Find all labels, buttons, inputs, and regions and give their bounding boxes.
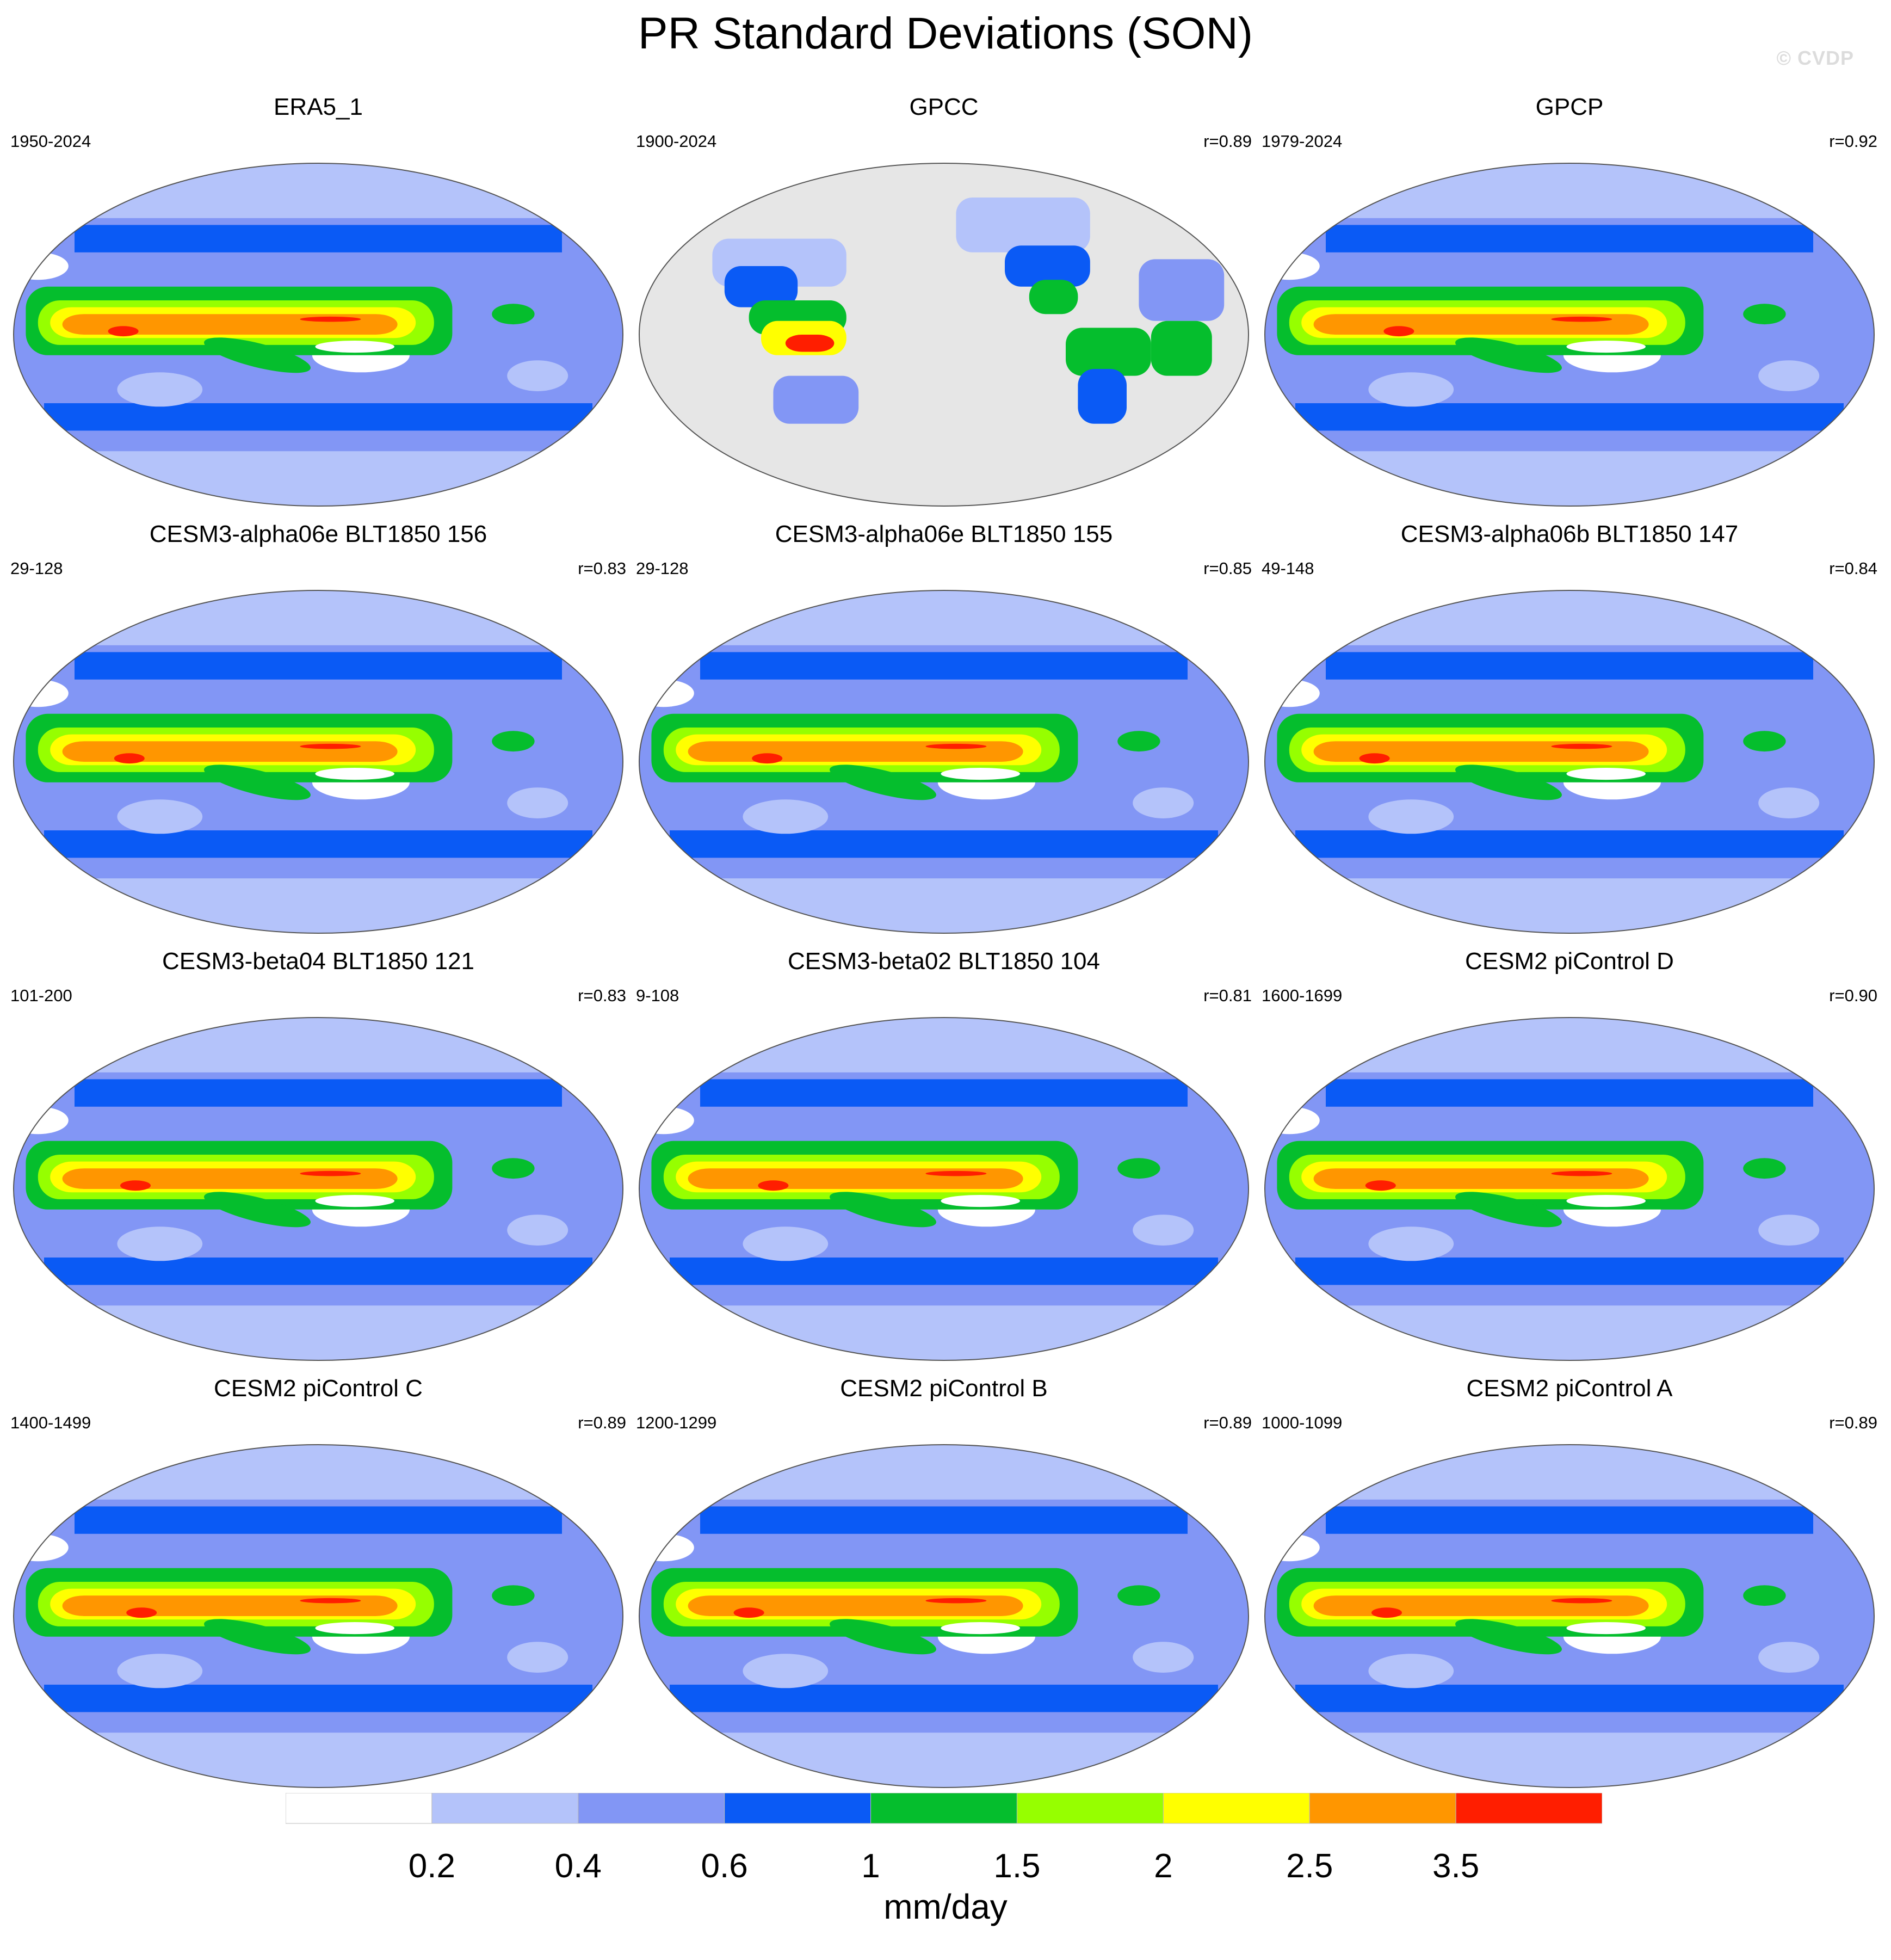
colorbar-swatch: [578, 1793, 725, 1824]
panel-title: CESM3-beta02 BLT1850 104: [788, 948, 1100, 975]
colorbar-tick-label: 1.5: [993, 1847, 1041, 1885]
map-panel: GPCC 1900-2024 r=0.89: [634, 93, 1254, 517]
panel-period: 29-128: [636, 559, 689, 578]
colorbar-swatch: [431, 1793, 579, 1824]
colorbar-swatch: [1163, 1793, 1310, 1824]
map-panel: ERA5_1 1950-2024: [8, 93, 628, 517]
panel-pattern-correlation: r=0.81: [1203, 986, 1252, 1005]
map-panel: CESM2 piControl B 1200-1299 r=0.89: [634, 1374, 1254, 1798]
panel-pattern-correlation: r=0.89: [1203, 1413, 1252, 1432]
map-plot: [1264, 590, 1875, 934]
map-panel: CESM3-alpha06b BLT1850 147 49-148 r=0.84: [1259, 520, 1880, 944]
figure-title: PR Standard Deviations (SON): [638, 9, 1253, 58]
panel-period: 1200-1299: [636, 1413, 717, 1432]
panel-pattern-correlation: r=0.89: [1203, 132, 1252, 151]
panel-period: 1950-2024: [10, 132, 91, 151]
panel-title: CESM3-beta04 BLT1850 121: [162, 948, 474, 975]
map-panel: CESM3-alpha06e BLT1850 156 29-128 r=0.83: [8, 520, 628, 944]
colorbar-tick-label: 0.2: [408, 1847, 455, 1885]
panel-pattern-correlation: r=0.83: [578, 559, 626, 578]
map-panel: CESM3-alpha06e BLT1850 155 29-128 r=0.85: [634, 520, 1254, 944]
map-plot: [13, 590, 623, 934]
panel-title: CESM2 piControl C: [214, 1375, 423, 1402]
map-panel: CESM2 piControl D 1600-1699 r=0.90: [1259, 947, 1880, 1371]
map-plot: [639, 590, 1249, 934]
map-plot: [1264, 1444, 1875, 1788]
panel-period: 49-148: [1262, 559, 1314, 578]
cvdp-watermark: © CVDP: [1776, 47, 1854, 69]
colorbar-tick-label: 2.5: [1286, 1847, 1333, 1885]
map-panel: CESM3-beta04 BLT1850 121 101-200 r=0.83: [8, 947, 628, 1371]
colorbar-swatch: [286, 1793, 432, 1824]
map-plot: [13, 1017, 623, 1361]
colorbar-tick-label: 1: [861, 1847, 880, 1885]
panel-period: 1400-1499: [10, 1413, 91, 1432]
colorbar-tick-label: 2: [1154, 1847, 1173, 1885]
map-plot: [1264, 163, 1875, 507]
panel-period: 1600-1699: [1262, 986, 1343, 1005]
map-plot: [1264, 1017, 1875, 1361]
panel-period: 101-200: [10, 986, 72, 1005]
panel-title: ERA5_1: [274, 94, 363, 120]
colorbar-swatch: [870, 1793, 1017, 1824]
colorbar-units: mm/day: [883, 1887, 1008, 1926]
colorbar-tick-label: 0.4: [554, 1847, 602, 1885]
colorbar-tick-label: 0.6: [701, 1847, 748, 1885]
map-plot: [639, 1017, 1249, 1361]
map-panel: CESM2 piControl C 1400-1499 r=0.89: [8, 1374, 628, 1798]
panel-period: 9-108: [636, 986, 679, 1005]
panel-period: 1900-2024: [636, 132, 717, 151]
map-plot: [13, 163, 623, 507]
map-panel: CESM2 piControl A 1000-1099 r=0.89: [1259, 1374, 1880, 1798]
panel-title: CESM2 piControl B: [840, 1375, 1048, 1402]
panel-pattern-correlation: r=0.89: [1829, 1413, 1877, 1432]
map-panel: CESM3-beta02 BLT1850 104 9-108 r=0.81: [634, 947, 1254, 1371]
panel-pattern-correlation: r=0.92: [1829, 132, 1877, 151]
panel-pattern-correlation: r=0.89: [578, 1413, 626, 1432]
map-plot: [13, 1444, 623, 1788]
panel-period: 29-128: [10, 559, 63, 578]
colorbar-swatch: [1309, 1793, 1456, 1824]
map-panel: GPCP 1979-2024 r=0.92: [1259, 93, 1880, 517]
panel-pattern-correlation: r=0.90: [1829, 986, 1877, 1005]
panel-title: GPCC: [909, 94, 979, 120]
colorbar-swatch: [1016, 1793, 1164, 1824]
map-plot: [639, 163, 1249, 507]
colorbar-tick-label: 3.5: [1432, 1847, 1480, 1885]
panel-period: 1979-2024: [1262, 132, 1343, 151]
colorbar-swatch: [1455, 1793, 1602, 1824]
panel-title: CESM3-alpha06e BLT1850 156: [149, 521, 487, 547]
panel-pattern-correlation: r=0.85: [1203, 559, 1252, 578]
colorbar: [286, 1793, 1602, 1824]
colorbar-swatch: [724, 1793, 872, 1824]
panel-title: CESM3-alpha06e BLT1850 155: [775, 521, 1113, 547]
panel-pattern-correlation: r=0.84: [1829, 559, 1877, 578]
panel-pattern-correlation: r=0.83: [578, 986, 626, 1005]
panel-title: CESM2 piControl A: [1466, 1375, 1673, 1402]
panel-title: GPCP: [1535, 94, 1604, 120]
panel-title: CESM3-alpha06b BLT1850 147: [1400, 521, 1739, 547]
panel-title: CESM2 piControl D: [1465, 948, 1674, 975]
panel-period: 1000-1099: [1262, 1413, 1343, 1432]
map-plot: [639, 1444, 1249, 1788]
